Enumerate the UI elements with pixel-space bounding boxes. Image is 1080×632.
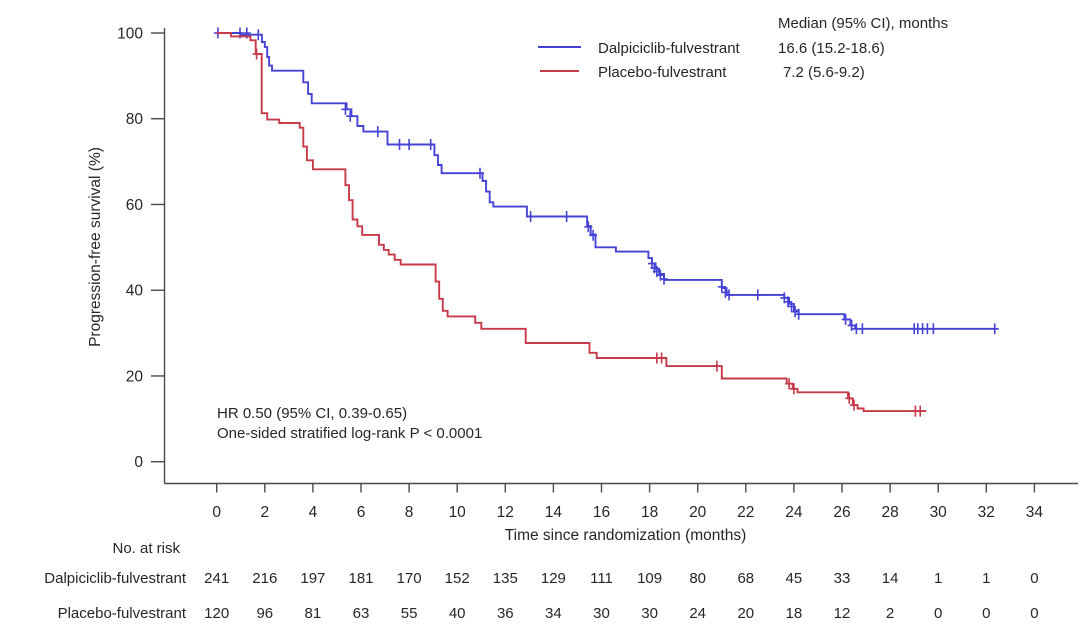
at-risk-count: 80 (689, 570, 707, 587)
legend-median-placebo: 7.2 (5.6-9.2) (783, 64, 865, 81)
at-risk-count: 152 (444, 570, 470, 587)
at-risk-count: 216 (252, 570, 278, 587)
at-risk-row-label-placebo-fulvestrant: Placebo-fulvestrant (57, 605, 186, 622)
at-risk-count: 0 (982, 605, 991, 622)
at-risk-count: 30 (593, 605, 610, 622)
at-risk-count: 135 (492, 570, 518, 587)
at-risk-count: 241 (204, 570, 230, 587)
at-risk-count: 55 (400, 605, 418, 622)
x-tick-label: 22 (737, 504, 754, 521)
at-risk-count: 81 (304, 605, 322, 622)
at-risk-count: 96 (256, 605, 274, 622)
at-risk-count: 1 (934, 570, 943, 587)
x-tick-label: 16 (593, 504, 610, 521)
at-risk-count: 14 (881, 570, 899, 587)
x-tick-label: 0 (212, 504, 221, 521)
y-tick-label: 60 (126, 197, 144, 214)
x-tick-label: 18 (641, 504, 658, 521)
at-risk-count: 0 (934, 605, 943, 622)
legend-median-header: Median (95% CI), months (778, 15, 949, 32)
x-tick-label: 14 (545, 504, 563, 521)
x-tick-label: 8 (405, 504, 414, 521)
at-risk-count: 30 (641, 605, 658, 622)
y-tick-label: 100 (117, 26, 143, 43)
at-risk-count: 20 (737, 605, 755, 622)
at-risk-count: 36 (496, 605, 514, 622)
at-risk-count: 24 (689, 605, 707, 622)
at-risk-row-label-dalpiciclib-fulvestrant: Dalpiciclib-fulvestrant (44, 570, 186, 587)
logrank-annotation: One-sided stratified log-rank P < 0.0001 (217, 425, 483, 442)
survival-curve-placebo-fulvestrant (216, 32, 927, 413)
x-tick-label: 2 (260, 504, 269, 521)
at-risk-count: 40 (448, 605, 466, 622)
at-risk-count: 34 (545, 605, 562, 622)
hr-annotation: HR 0.50 (95% CI, 0.39-0.65) (217, 405, 408, 422)
x-axis-title: Time since randomization (months) (504, 527, 747, 544)
x-tick-label: 26 (833, 504, 850, 521)
legend-label-placebo: Placebo-fulvestrant (598, 64, 727, 81)
at-risk-count: 129 (540, 570, 566, 587)
at-risk-count: 0 (1030, 570, 1039, 587)
legend-line-placebo (540, 70, 579, 73)
axis-lines (163, 28, 1078, 485)
x-tick-label: 24 (785, 504, 803, 521)
y-tick-label: 40 (126, 283, 144, 300)
legend-median-dalpiciclib: 16.6 (15.2-18.6) (778, 40, 885, 57)
legend-line-dalpiciclib (538, 46, 581, 49)
at-risk-count: 111 (590, 570, 613, 587)
at-risk-count: 181 (348, 570, 374, 587)
at-risk-count: 197 (300, 570, 326, 587)
at-risk-count: 120 (204, 605, 230, 622)
x-tick-label: 32 (978, 504, 995, 521)
at-risk-count: 12 (833, 605, 851, 622)
x-tick-label: 4 (309, 504, 318, 521)
at-risk-count: 18 (785, 605, 803, 622)
at-risk-count: 170 (396, 570, 422, 587)
x-tick-label: 6 (357, 504, 366, 521)
censor-marks-placebo-fulvestrant (252, 48, 925, 417)
x-tick-label: 10 (449, 504, 467, 521)
y-axis-title: Progression-free survival (%) (87, 147, 104, 347)
at-risk-count: 63 (352, 605, 370, 622)
at-risk-count: 0 (1030, 605, 1039, 622)
y-tick-label: 80 (126, 111, 144, 128)
at-risk-count: 2 (885, 605, 895, 622)
legend-label-dalpiciclib: Dalpiciclib-fulvestrant (598, 40, 740, 57)
x-tick-label: 34 (1026, 504, 1044, 521)
x-tick-label: 12 (497, 504, 514, 521)
at-risk-count: 109 (637, 570, 663, 587)
x-tick-label: 30 (930, 504, 948, 521)
y-tick-label: 20 (126, 368, 144, 385)
at-risk-title: No. at risk (112, 540, 180, 557)
at-risk-count: 45 (785, 570, 803, 587)
x-tick-label: 20 (689, 504, 707, 521)
at-risk-count: 68 (737, 570, 755, 587)
at-risk-count: 1 (982, 570, 991, 587)
at-risk-count: 33 (833, 570, 851, 587)
y-tick-label: 0 (134, 454, 143, 471)
x-tick-label: 28 (881, 504, 898, 521)
